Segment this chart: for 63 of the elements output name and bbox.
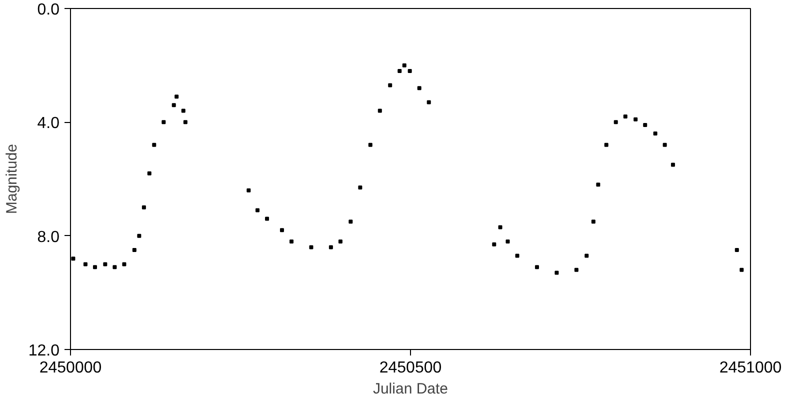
point bbox=[584, 254, 589, 258]
point bbox=[398, 69, 402, 74]
point bbox=[142, 205, 146, 210]
y-tick-label: 12.0 bbox=[28, 342, 60, 360]
point bbox=[152, 142, 156, 147]
point bbox=[596, 182, 600, 187]
point bbox=[643, 123, 648, 128]
point bbox=[309, 245, 314, 250]
point bbox=[554, 270, 559, 275]
point bbox=[506, 240, 510, 244]
point bbox=[740, 268, 744, 272]
point bbox=[256, 208, 260, 212]
point bbox=[181, 108, 186, 113]
point bbox=[174, 94, 179, 99]
point bbox=[388, 83, 392, 88]
point bbox=[348, 220, 353, 224]
x-tick-label: 2450000 bbox=[39, 360, 102, 376]
point bbox=[246, 188, 251, 192]
y-tick-label: 8.0 bbox=[37, 228, 60, 246]
point bbox=[280, 228, 284, 232]
point bbox=[515, 254, 520, 258]
point bbox=[338, 240, 342, 244]
point bbox=[408, 69, 412, 74]
point bbox=[183, 120, 188, 124]
x-axis-title: Julian Date bbox=[372, 380, 448, 398]
point bbox=[172, 103, 176, 108]
point bbox=[402, 63, 406, 68]
point bbox=[498, 225, 502, 230]
y-tick-label: 4.0 bbox=[37, 115, 60, 132]
point bbox=[368, 142, 372, 147]
point bbox=[132, 248, 136, 252]
point bbox=[591, 220, 596, 224]
point bbox=[137, 234, 142, 238]
point bbox=[358, 186, 362, 190]
y-axis-title: Magnitude bbox=[3, 144, 20, 214]
point bbox=[71, 256, 76, 261]
point bbox=[734, 248, 739, 252]
point bbox=[122, 262, 126, 266]
point bbox=[492, 242, 496, 246]
point bbox=[92, 265, 97, 270]
x-tick-label: 2450500 bbox=[379, 360, 442, 376]
point bbox=[162, 120, 166, 124]
x-tick-label: 2451000 bbox=[719, 360, 782, 376]
point bbox=[604, 142, 608, 147]
point bbox=[103, 262, 108, 266]
point bbox=[265, 216, 270, 221]
point bbox=[112, 265, 117, 270]
point bbox=[670, 162, 675, 167]
point bbox=[290, 240, 294, 244]
point bbox=[328, 245, 333, 250]
point bbox=[417, 86, 422, 90]
point bbox=[426, 100, 431, 104]
point bbox=[614, 120, 618, 124]
point bbox=[378, 108, 382, 113]
point bbox=[147, 171, 152, 176]
point bbox=[574, 268, 578, 272]
point bbox=[653, 132, 658, 136]
y-tick-label: 0.0 bbox=[37, 2, 60, 18]
point bbox=[623, 114, 628, 118]
point bbox=[634, 117, 638, 122]
point bbox=[83, 262, 88, 266]
point bbox=[534, 265, 539, 270]
point bbox=[662, 142, 667, 147]
